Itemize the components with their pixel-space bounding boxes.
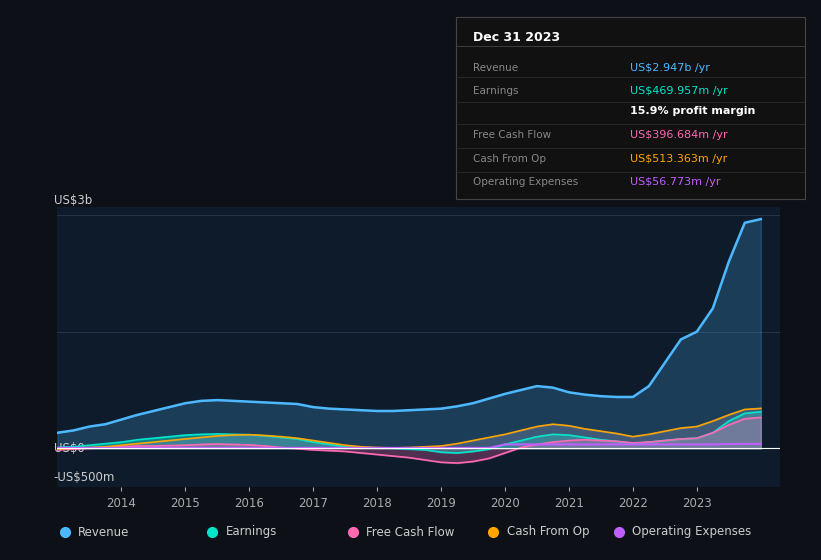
Text: US$513.363m /yr: US$513.363m /yr [631,154,727,164]
Text: US$396.684m /yr: US$396.684m /yr [631,130,727,140]
Text: Cash From Op: Cash From Op [507,525,589,539]
Text: US$3b: US$3b [54,194,92,207]
Text: 15.9% profit margin: 15.9% profit margin [631,106,755,116]
Text: Revenue: Revenue [78,525,130,539]
Text: US$2.947b /yr: US$2.947b /yr [631,63,710,73]
Text: Dec 31 2023: Dec 31 2023 [473,31,560,44]
Text: Cash From Op: Cash From Op [473,154,546,164]
Text: Free Cash Flow: Free Cash Flow [473,130,551,140]
Text: Earnings: Earnings [473,86,519,96]
Text: Free Cash Flow: Free Cash Flow [366,525,455,539]
Text: US$56.773m /yr: US$56.773m /yr [631,178,721,188]
Text: Revenue: Revenue [473,63,518,73]
Text: Operating Expenses: Operating Expenses [473,178,578,188]
Text: US$469.957m /yr: US$469.957m /yr [631,86,728,96]
Text: -US$500m: -US$500m [54,472,115,484]
Text: US$0: US$0 [54,442,85,455]
Text: Operating Expenses: Operating Expenses [632,525,751,539]
FancyBboxPatch shape [456,17,805,199]
Text: Earnings: Earnings [226,525,277,539]
